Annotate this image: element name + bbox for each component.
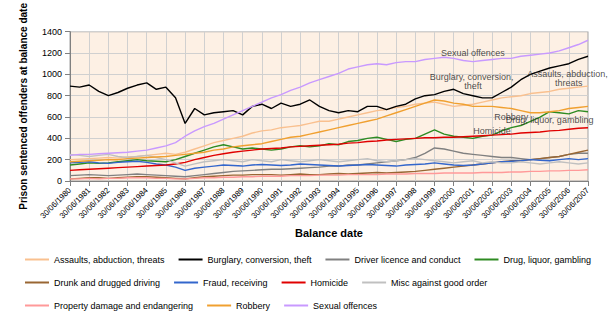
svg-text:1400: 1400 <box>42 27 62 37</box>
svg-text:30/06/1981: 30/06/1981 <box>57 185 93 221</box>
svg-text:30/06/1984: 30/06/1984 <box>115 185 150 221</box>
svg-text:30/06/1995: 30/06/1995 <box>326 185 361 221</box>
svg-text:200: 200 <box>47 155 62 165</box>
svg-text:30/06/2006: 30/06/2006 <box>537 185 572 221</box>
svg-text:30/06/1989: 30/06/1989 <box>211 185 246 221</box>
svg-text:30/06/1990: 30/06/1990 <box>230 185 265 221</box>
svg-text:30/06/1993: 30/06/1993 <box>288 185 323 221</box>
svg-text:30/06/1983: 30/06/1983 <box>96 185 131 221</box>
svg-text:30/06/1996: 30/06/1996 <box>345 185 381 221</box>
svg-text:400: 400 <box>47 133 62 143</box>
svg-text:30/06/1988: 30/06/1988 <box>192 185 227 221</box>
svg-text:Homicide: Homicide <box>473 126 511 136</box>
svg-text:1000: 1000 <box>42 69 62 79</box>
svg-text:30/06/1997: 30/06/1997 <box>364 185 400 221</box>
svg-text:30/06/2003: 30/06/2003 <box>479 185 515 221</box>
svg-text:30/06/1994: 30/06/1994 <box>307 185 342 221</box>
svg-text:Driver licence and conduct: Driver licence and conduct <box>354 255 461 265</box>
svg-text:30/06/2001: 30/06/2001 <box>441 185 477 221</box>
svg-text:Drug, liquor, gambling: Drug, liquor, gambling <box>506 115 594 125</box>
svg-text:30/06/1980: 30/06/1980 <box>38 185 74 221</box>
svg-text:threats: threats <box>555 78 583 88</box>
svg-text:Assaults, abduction, threats: Assaults, abduction, threats <box>54 255 165 265</box>
svg-text:30/06/1998: 30/06/1998 <box>383 185 419 221</box>
svg-text:Drug, liquor, gambling: Drug, liquor, gambling <box>503 255 591 265</box>
svg-text:theft: theft <box>464 81 482 91</box>
svg-text:Drunk and drugged driving: Drunk and drugged driving <box>54 278 160 288</box>
svg-text:Burglary, conversion,: Burglary, conversion, <box>429 72 517 83</box>
svg-text:Balance date: Balance date <box>295 227 363 239</box>
svg-text:0: 0 <box>57 176 62 186</box>
svg-text:800: 800 <box>47 91 62 101</box>
svg-text:Misc against good order: Misc against good order <box>391 278 487 288</box>
svg-text:30/06/1991: 30/06/1991 <box>249 185 285 221</box>
svg-text:600: 600 <box>47 112 62 122</box>
svg-text:Homicide: Homicide <box>311 278 349 288</box>
svg-text:Robbery: Robbery <box>236 301 271 311</box>
svg-text:30/06/2005: 30/06/2005 <box>518 185 553 221</box>
svg-text:30/06/1987: 30/06/1987 <box>172 185 208 221</box>
svg-text:Burglary, conversion, theft: Burglary, conversion, theft <box>208 255 312 265</box>
svg-text:Prison sentenced offenders at: Prison sentenced offenders at balance da… <box>18 3 29 210</box>
svg-text:Assaults, abduction,: Assaults, abduction, <box>527 69 611 80</box>
svg-text:Sexual offences: Sexual offences <box>313 301 377 311</box>
svg-text:30/06/2002: 30/06/2002 <box>460 185 496 221</box>
svg-text:30/06/1982: 30/06/1982 <box>76 185 112 221</box>
svg-text:30/06/1992: 30/06/1992 <box>268 185 304 221</box>
svg-text:30/06/1999: 30/06/1999 <box>403 185 438 221</box>
svg-text:30/06/2000: 30/06/2000 <box>422 185 457 221</box>
svg-text:30/06/2007: 30/06/2007 <box>557 185 592 220</box>
svg-text:1200: 1200 <box>42 48 62 58</box>
svg-text:30/06/1985: 30/06/1985 <box>134 185 170 221</box>
svg-text:Fraud, receiving: Fraud, receiving <box>203 278 268 288</box>
svg-text:Property damage and endangerin: Property damage and endangering <box>54 301 193 311</box>
svg-text:30/06/1986: 30/06/1986 <box>153 185 189 221</box>
svg-text:30/06/2004: 30/06/2004 <box>499 185 534 221</box>
svg-text:Sexual offences: Sexual offences <box>441 48 505 58</box>
